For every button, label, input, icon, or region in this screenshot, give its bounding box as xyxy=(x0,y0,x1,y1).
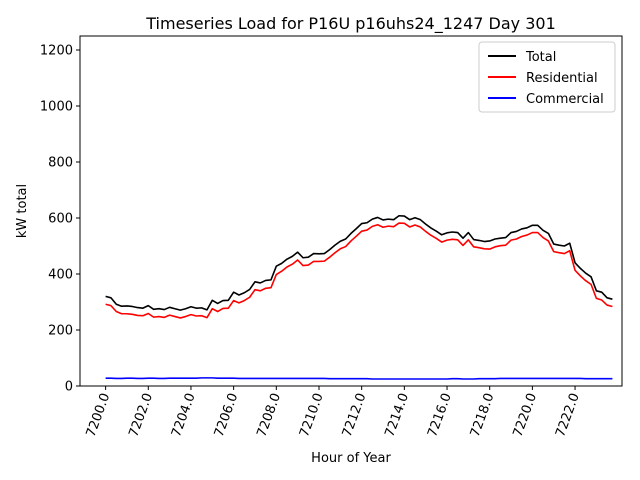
x-axis-label: Hour of Year xyxy=(311,451,391,466)
plot-frame xyxy=(79,35,623,387)
series-line-residential xyxy=(105,222,613,319)
x-tick-label: 7210.0 xyxy=(297,391,327,439)
legend-label-commercial: Commercial xyxy=(526,92,604,107)
x-tick-label: 7216.0 xyxy=(425,391,455,439)
y-tick-label: 1200 xyxy=(40,44,73,59)
x-tick-label: 7200.0 xyxy=(84,391,114,439)
x-tick-label: 7214.0 xyxy=(382,391,412,439)
legend: Total Residential Commercial xyxy=(478,41,616,113)
y-axis-label: kW total xyxy=(15,184,30,238)
x-tick-label: 7218.0 xyxy=(468,391,498,439)
y-tick-label: 200 xyxy=(48,324,73,339)
x-tick-label: 7206.0 xyxy=(212,391,242,439)
y-tick-label: 800 xyxy=(48,156,73,171)
y-tick-label: 600 xyxy=(48,212,73,227)
x-axis: 7200.0 7202.0 7204.0 7206.0 7208.0 7210.0 7212… xyxy=(84,386,583,439)
chart-title: Timeseries Load for P16U p16uhs24_1247 D… xyxy=(145,14,556,34)
plot-series xyxy=(105,214,613,380)
x-tick-label: 7204.0 xyxy=(169,391,199,439)
x-tick-label: 7222.0 xyxy=(553,391,583,439)
x-tick-label: 7212.0 xyxy=(340,391,370,439)
y-axis: 0 200 400 600 800 1000 1200 xyxy=(40,44,80,395)
x-tick-label: 7220.0 xyxy=(510,391,540,439)
y-tick-label: 1000 xyxy=(40,100,73,115)
y-tick-label: 400 xyxy=(48,268,73,283)
y-tick-label: 0 xyxy=(65,380,73,395)
series-line-total xyxy=(105,214,613,311)
x-tick-label: 7208.0 xyxy=(254,391,284,439)
legend-label-total: Total xyxy=(525,50,556,65)
legend-label-residential: Residential xyxy=(526,71,598,86)
x-tick-label: 7202.0 xyxy=(126,391,156,439)
series-line-commercial xyxy=(105,377,613,380)
legend-box xyxy=(478,41,616,113)
